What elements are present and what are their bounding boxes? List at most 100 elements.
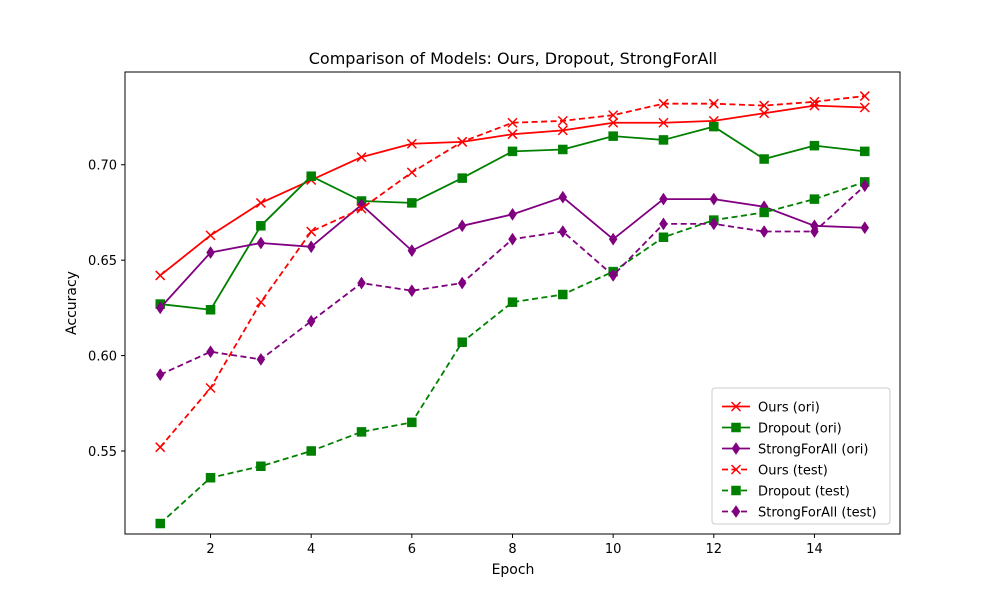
data-point <box>306 226 317 237</box>
data-point <box>205 305 216 315</box>
data-point <box>558 289 568 300</box>
legend-label: Dropout (test) <box>758 485 850 500</box>
data-point <box>356 203 367 214</box>
data-point <box>256 461 266 472</box>
data-point <box>406 167 417 178</box>
data-point <box>659 192 668 206</box>
data-point <box>155 270 166 281</box>
data-point <box>507 129 518 140</box>
data-point <box>206 345 215 359</box>
data-point <box>507 297 518 307</box>
series-dropout-test <box>155 177 870 529</box>
data-point <box>507 117 518 128</box>
legend-marker <box>730 401 742 412</box>
data-point <box>658 98 669 109</box>
plot-area <box>155 91 870 529</box>
series-ours-ori <box>155 100 870 281</box>
data-point <box>457 219 467 233</box>
series-ours-test <box>155 91 870 453</box>
data-point <box>810 225 819 238</box>
data-point <box>256 221 266 231</box>
y-axis-label: Accuracy <box>64 271 80 335</box>
data-point <box>356 427 367 437</box>
data-point <box>306 446 316 456</box>
data-point <box>357 198 366 212</box>
legend-marker <box>730 464 742 475</box>
data-point <box>608 131 618 141</box>
legend-marker <box>731 442 741 455</box>
legend-item: Ours (test) <box>722 464 828 479</box>
data-point <box>859 91 870 102</box>
legend-item: Dropout (ori) <box>722 422 842 437</box>
data-point <box>860 146 870 157</box>
data-point <box>155 301 165 315</box>
data-point <box>407 417 417 428</box>
data-point <box>407 198 417 208</box>
legend-label: Dropout (ori) <box>758 422 842 437</box>
data-point <box>859 102 870 113</box>
data-point <box>508 207 517 221</box>
data-point <box>205 382 216 394</box>
data-point <box>206 246 215 259</box>
y-tick-label: 0.70 <box>88 159 117 174</box>
y-tick-label: 0.60 <box>88 350 117 365</box>
chart-title: Comparison of Models: Ours, Dropout, Str… <box>309 49 718 68</box>
data-point <box>709 217 719 231</box>
y-tick-label: 0.55 <box>88 445 117 460</box>
data-point <box>558 144 568 155</box>
data-point <box>759 100 770 111</box>
legend-label: Ours (ori) <box>758 401 820 416</box>
data-point <box>659 217 668 231</box>
legend-item: Dropout (test) <box>722 485 850 500</box>
legend-marker <box>731 422 741 433</box>
data-point <box>155 368 165 382</box>
data-point <box>407 244 417 258</box>
data-point <box>860 179 870 193</box>
x-axis: 2 4 6 8 10 12 14 <box>206 534 823 557</box>
legend: Ours (ori) Dropout (ori) StrongForAll (ori… <box>711 387 891 525</box>
y-axis: 0.55 0.60 0.65 0.70 <box>88 159 125 460</box>
data-point <box>658 232 669 243</box>
data-point <box>759 108 770 119</box>
data-point <box>155 442 166 453</box>
x-tick-label: 4 <box>307 542 315 557</box>
legend-item: Ours (ori) <box>722 401 820 416</box>
data-point <box>507 146 518 157</box>
legend-item: StrongForAll (ori) <box>722 442 868 458</box>
y-tick-label: 0.65 <box>88 254 117 269</box>
data-point <box>557 115 568 126</box>
data-point <box>306 314 316 328</box>
data-point <box>759 207 769 218</box>
data-point <box>155 518 165 529</box>
data-point <box>357 276 366 290</box>
series-strongforall-ori <box>155 190 870 315</box>
data-point <box>457 136 468 147</box>
data-point <box>205 472 216 483</box>
data-point <box>809 96 820 107</box>
data-point <box>356 152 367 163</box>
x-tick-label: 6 <box>408 542 416 557</box>
data-point <box>658 117 669 128</box>
data-point <box>457 276 467 290</box>
data-point <box>809 140 820 151</box>
data-point <box>558 225 568 238</box>
data-point <box>608 110 619 121</box>
x-tick-label: 2 <box>206 542 214 557</box>
data-point <box>557 125 568 136</box>
data-point <box>608 268 618 282</box>
data-point <box>860 221 870 235</box>
legend-label: StrongForAll (test) <box>758 506 877 521</box>
legend-marker <box>731 505 741 518</box>
data-point <box>406 138 417 149</box>
legend-item: StrongForAll (test) <box>722 505 877 521</box>
data-point <box>759 225 769 238</box>
data-point <box>306 171 316 181</box>
data-point <box>809 194 820 204</box>
series-line-dropout-test <box>159 181 866 525</box>
x-tick-label: 8 <box>508 542 516 557</box>
data-point <box>256 236 266 250</box>
data-point <box>457 173 467 183</box>
data-point <box>709 121 719 132</box>
data-point <box>759 154 769 164</box>
